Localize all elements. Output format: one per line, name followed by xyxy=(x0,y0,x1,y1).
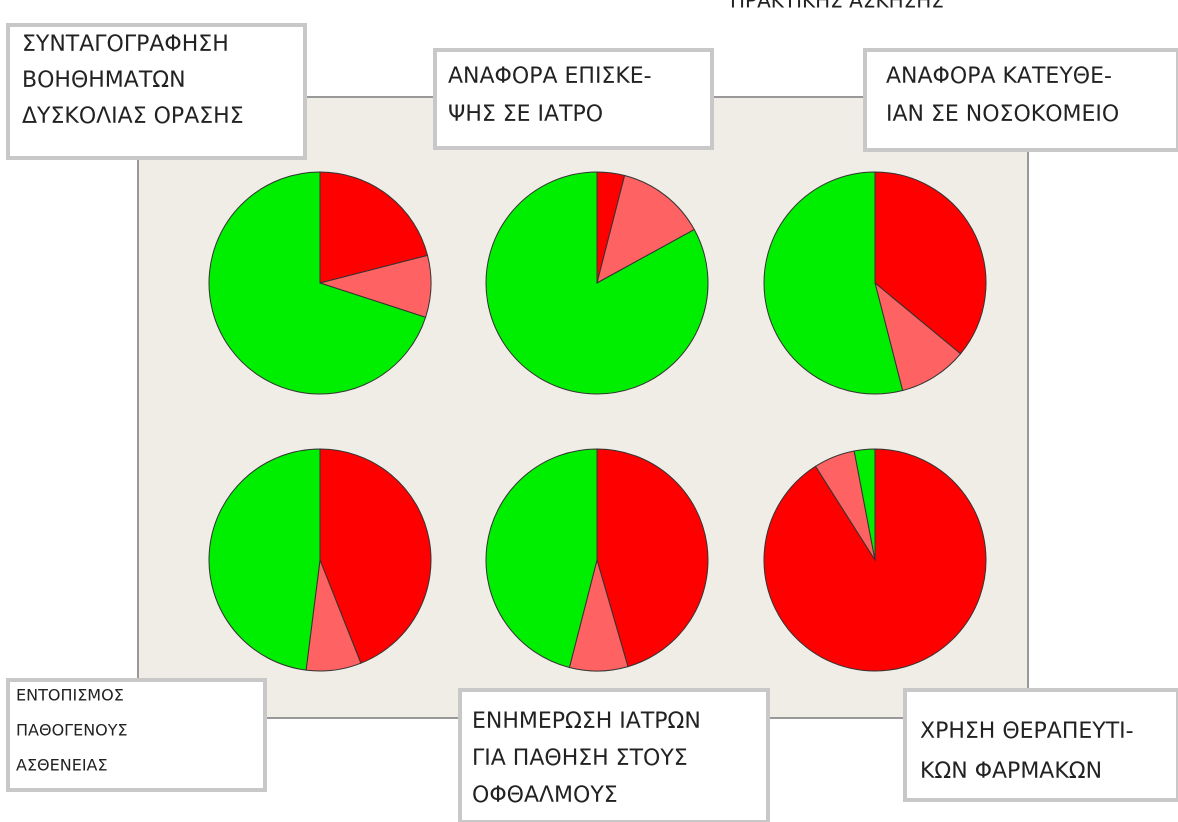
chart-title: ΣΥΝΤΑΓΟΓΡΑΦΗΣΗ xyxy=(22,32,229,57)
pie-slice xyxy=(208,171,427,395)
pie-slice xyxy=(853,448,876,561)
chart-title: ΑΝΑΦΟΡΑ ΚΑΤΕΥΘΕ- xyxy=(886,64,1112,89)
label-box xyxy=(433,48,714,150)
chart-title: ΚΩΝ ΦΑΡΜΑΚΩΝ xyxy=(920,759,1102,784)
chart-title: ΕΝΗΜΕΡΩΣΗ ΙΑΤΡΩΝ xyxy=(472,709,701,734)
pie-slice xyxy=(319,171,429,284)
label-box xyxy=(6,23,307,160)
chart-title: ΑΣΘΕΝΕΙΑΣ xyxy=(16,756,108,775)
label-box xyxy=(6,678,267,792)
chart-title: ΨΗΣ ΣΕ ΙΑΤΡΟ xyxy=(448,102,603,127)
label-box xyxy=(458,688,770,822)
pie-slice xyxy=(596,174,695,284)
chart-title: ΑΝΑΦΟΡΑ ΕΠΙΣΚΕ- xyxy=(448,64,652,89)
pie-slice xyxy=(596,448,709,668)
pie-slice xyxy=(208,448,321,671)
heading: ΠΡΑΚΤΙΚΗΣ ΑΣΚΗΣΗΣ xyxy=(730,0,944,13)
pie-slice xyxy=(319,448,432,664)
label-box xyxy=(903,688,1178,802)
pie-slice xyxy=(485,448,598,669)
chart-title: ΕΝΤΟΠΙΣΜΟΣ xyxy=(16,686,124,705)
pie-slice xyxy=(763,171,904,395)
chart-title: ΟΦΘΑΛΜΟΥΣ xyxy=(472,783,618,808)
chart-title: ΧΡΗΣΗ ΘΕΡΑΠΕΥΤΙ- xyxy=(920,719,1134,744)
chart-title: ΠΑΘΟΓΕΝΟΥΣ xyxy=(16,721,128,740)
chart-title: ΓΙΑ ΠΑΘΗΣΗ ΣΤΟΥΣ xyxy=(472,746,688,771)
label-box xyxy=(863,48,1178,152)
chart-title: ΔΥΣΚΟΛΙΑΣ ΟΡΑΣΗΣ xyxy=(22,104,244,129)
pie-slice xyxy=(485,171,709,395)
chart-title: ΒΟΗΘΗΜΑΤΩΝ xyxy=(22,68,186,93)
pie-slice xyxy=(874,171,987,355)
chart-title: ΙΑΝ ΣΕ ΝΟΣΟΚΟΜΕΙΟ xyxy=(886,102,1119,127)
